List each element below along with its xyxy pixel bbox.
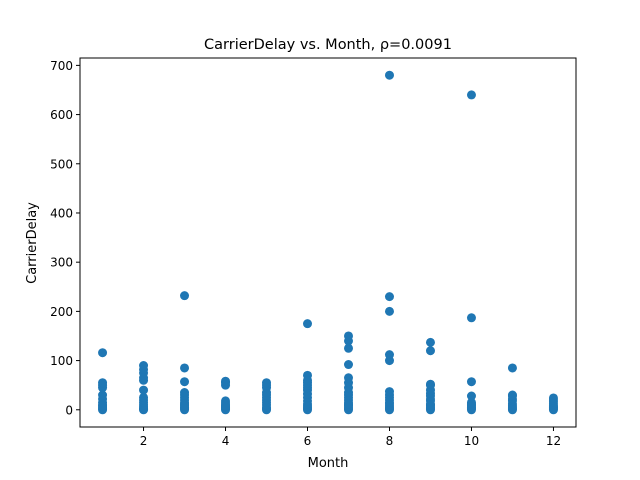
data-point [303, 319, 312, 329]
data-point [344, 343, 353, 353]
y-tick-label: 500 [50, 157, 73, 171]
data-point [507, 363, 517, 373]
y-tick-label: 700 [50, 59, 73, 73]
data-point [344, 399, 353, 409]
data-point [425, 346, 435, 356]
data-point [180, 363, 190, 373]
data-point [221, 401, 231, 411]
data-point [139, 392, 149, 402]
data-point [180, 291, 190, 301]
data-point [344, 360, 353, 370]
data-points [98, 70, 558, 415]
y-tick-label: 200 [50, 305, 73, 319]
data-point [425, 337, 435, 347]
data-point [180, 377, 190, 387]
y-tick-label: 100 [50, 354, 73, 368]
data-point [384, 306, 394, 316]
y-axis-ticks: 0 100 200 300 400 500 600 700 [50, 59, 80, 417]
data-point [98, 390, 108, 400]
data-point [548, 393, 558, 403]
data-point [98, 401, 108, 411]
data-point [466, 399, 476, 409]
data-point [384, 387, 394, 397]
y-tick-label: 0 [65, 403, 73, 417]
data-point [262, 378, 272, 388]
data-point [507, 390, 517, 400]
x-tick-label: 8 [386, 434, 394, 448]
y-tick-label: 300 [50, 256, 73, 270]
y-tick-label: 400 [50, 206, 73, 220]
plot-area-frame [79, 57, 577, 428]
data-point [384, 292, 394, 302]
data-point [98, 348, 108, 358]
data-point [139, 385, 149, 395]
x-tick-label: 4 [222, 434, 230, 448]
data-point [466, 391, 476, 401]
data-point [384, 70, 394, 80]
data-point [221, 376, 231, 386]
chart-title: CarrierDelay vs. Month, ρ=0.0091 [204, 37, 452, 53]
data-point [466, 377, 476, 387]
data-point [139, 361, 149, 370]
data-point [384, 350, 394, 360]
x-tick-label: 2 [140, 434, 148, 448]
y-tick-label: 600 [50, 108, 73, 122]
data-point [466, 90, 476, 100]
data-point [180, 388, 190, 398]
y-axis-label: CarrierDelay [25, 202, 40, 284]
data-point [384, 397, 394, 407]
data-point [425, 379, 435, 389]
x-tick-label: 10 [464, 434, 479, 448]
x-axis-label: Month [308, 456, 349, 471]
data-point [303, 375, 312, 385]
x-axis-ticks: 2 4 6 8 10 12 [140, 427, 561, 448]
x-tick-label: 6 [304, 434, 312, 448]
data-point [180, 401, 190, 411]
data-point [466, 313, 476, 323]
data-point [344, 373, 353, 383]
data-point [98, 378, 108, 388]
data-point [344, 331, 353, 341]
x-tick-label: 12 [546, 434, 561, 448]
data-point [425, 400, 435, 410]
